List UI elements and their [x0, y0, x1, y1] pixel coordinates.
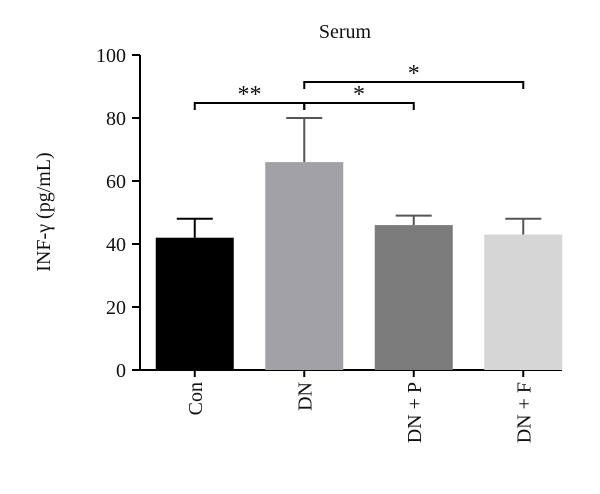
y-tick-label: 80 [106, 108, 126, 130]
chart-title: Serum [319, 21, 372, 43]
y-tick-label: 100 [96, 45, 126, 67]
y-tick-label: 40 [106, 234, 126, 256]
significance-label: * [408, 61, 420, 87]
bar [484, 234, 563, 370]
bar [374, 225, 453, 370]
significance-label: * [353, 82, 365, 108]
y-tick-label: 20 [106, 297, 126, 319]
y-tick-label: 0 [116, 360, 126, 382]
significance-label: ** [238, 82, 262, 108]
y-tick-label: 60 [106, 171, 126, 193]
x-tick-label: DN + F [513, 382, 535, 443]
y-axis-label: INF-γ (pg/mL) [33, 152, 55, 271]
significance-bracket [303, 81, 525, 89]
bar [265, 162, 344, 370]
bar [155, 237, 234, 370]
x-tick-label: DN [294, 382, 316, 411]
significance-bracket [303, 102, 415, 110]
x-tick-label: Con [185, 382, 207, 415]
x-tick-label: DN + P [404, 382, 426, 443]
